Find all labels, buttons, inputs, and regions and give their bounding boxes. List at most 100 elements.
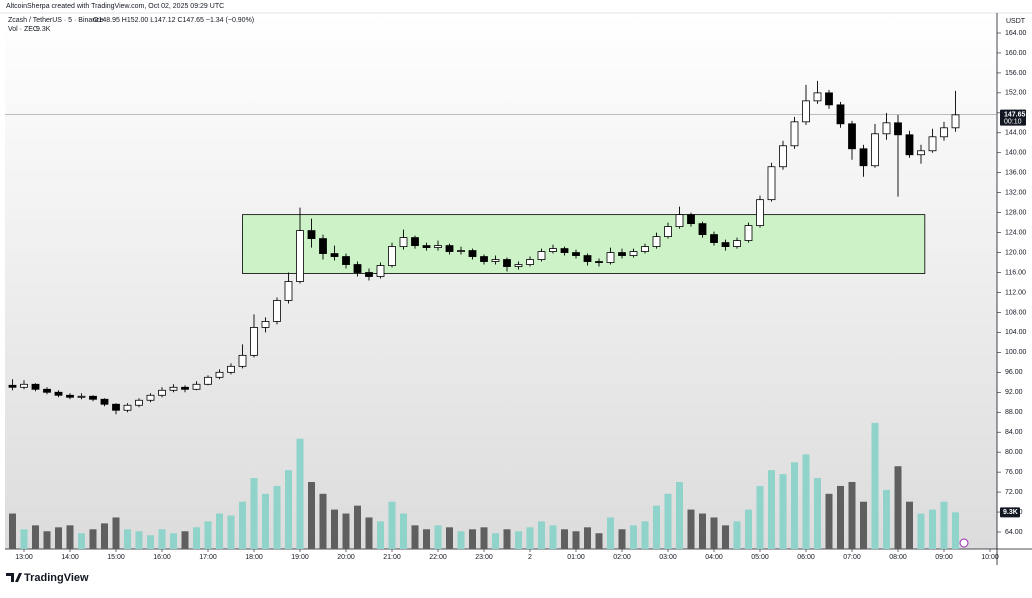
- volume-legend-value: 9.3K: [36, 26, 51, 33]
- candle-body: [342, 256, 350, 265]
- x-tick-label: 21:00: [383, 554, 401, 561]
- candle-body: [169, 386, 178, 391]
- y-tick-label: 72.00: [1005, 489, 1023, 496]
- y-tick-label: 84.00: [1005, 429, 1023, 436]
- candle-body: [871, 133, 879, 167]
- volume-bar: [239, 501, 246, 549]
- credit: AltcoinSherpa created with TradingView.c…: [6, 3, 224, 10]
- candle-body: [744, 225, 753, 241]
- x-tick-label: 22:00: [429, 554, 447, 561]
- candle-body: [813, 92, 822, 102]
- volume-bar: [917, 513, 925, 549]
- candle-body: [905, 134, 914, 156]
- volume-bar: [515, 531, 522, 549]
- y-tick-label: 116.00: [1005, 269, 1026, 276]
- volume-bar: [250, 478, 258, 549]
- volume-bar: [572, 531, 580, 549]
- volume-bar: [883, 489, 890, 549]
- volume-bar: [124, 529, 131, 549]
- x-tick-label: 14:00: [61, 554, 79, 561]
- x-tick-label: 23:00: [475, 554, 493, 561]
- volume-bar: [147, 535, 154, 549]
- volume-bar: [618, 529, 626, 549]
- range-box: [242, 214, 926, 274]
- x-tick-label: 16:00: [153, 554, 171, 561]
- candle-body: [376, 265, 385, 277]
- volume-bar: [952, 512, 959, 549]
- candle-body: [250, 327, 258, 356]
- volume-bar: [423, 529, 430, 549]
- volume-bar: [181, 531, 189, 549]
- candle-body: [353, 264, 362, 273]
- candle-body: [261, 321, 270, 328]
- x-tick-label: 04:00: [705, 554, 723, 561]
- candle-body: [802, 100, 810, 123]
- volume-bar: [469, 529, 476, 549]
- volume-bar: [791, 462, 798, 549]
- y-tick-label: 140.00: [1005, 150, 1027, 157]
- volume-bar: [630, 525, 637, 549]
- volume-bar: [9, 513, 16, 549]
- volume-bar: [434, 525, 442, 549]
- volume-bar: [814, 478, 821, 549]
- candle-body: [319, 238, 327, 254]
- volume-bar: [653, 505, 660, 549]
- candle-body: [825, 92, 833, 106]
- volume-bar: [78, 533, 85, 549]
- candle-body: [767, 166, 776, 201]
- volume-bar: [170, 533, 177, 549]
- candle-body: [77, 395, 86, 398]
- candle-body: [135, 399, 143, 406]
- candle-body: [296, 230, 304, 282]
- volume-bar: [331, 509, 338, 549]
- candle-body: [629, 251, 638, 256]
- volume-tag: [1000, 507, 1020, 518]
- candle-body: [491, 259, 500, 262]
- volume-bar: [492, 533, 499, 549]
- candle-body: [756, 199, 764, 227]
- candle-body: [687, 214, 695, 225]
- candle-body: [284, 281, 293, 301]
- candle-body: [595, 261, 603, 263]
- x-tick-label: 2: [528, 554, 532, 561]
- volume-bar: [676, 482, 683, 549]
- volume-bar: [825, 493, 833, 549]
- x-tick-label: 17:00: [199, 554, 217, 561]
- candle-body: [468, 250, 477, 257]
- volume-bar: [768, 470, 775, 549]
- candle-body: [89, 395, 97, 400]
- volume-bar: [756, 485, 764, 549]
- y-tick-label: 112.00: [1005, 289, 1026, 296]
- candle-body: [43, 388, 51, 393]
- event-icon[interactable]: [959, 538, 969, 548]
- volume-bar: [722, 525, 729, 549]
- candle-body: [273, 300, 281, 322]
- y-tick-label: 64.00: [1005, 529, 1023, 536]
- x-tick-label: 09:00: [935, 554, 953, 561]
- volume-bar: [20, 529, 28, 549]
- volume-bar: [871, 422, 879, 549]
- volume-bar: [607, 517, 614, 549]
- logo: TradingView: [6, 572, 89, 584]
- volume-bar: [538, 521, 545, 549]
- y-tick-label: 152.00: [1005, 90, 1027, 97]
- volume-bar: [687, 509, 695, 549]
- volume-bar: [837, 485, 844, 549]
- candle-body: [20, 383, 28, 388]
- candle-body: [365, 272, 373, 277]
- x-tick-label: 02:00: [613, 554, 631, 561]
- candle-body: [514, 264, 523, 267]
- y-tick-label: 164.00: [1005, 30, 1027, 37]
- volume-bar: [216, 513, 223, 549]
- candle-body: [100, 398, 109, 405]
- candle-body: [434, 245, 442, 248]
- y-tick-label: 144.00: [1005, 130, 1027, 137]
- volume-bar: [526, 527, 534, 549]
- candle-body: [66, 394, 74, 398]
- price-tag-label: 147.65: [1004, 111, 1026, 118]
- volume-bar: [940, 501, 948, 549]
- x-tick-label: 06:00: [797, 554, 815, 561]
- volume-bar: [32, 525, 39, 549]
- volume-bar: [66, 525, 74, 549]
- ohlc-legend: O148.95 H152.00 L147.12 C147.65 −1.34 (−…: [93, 17, 254, 24]
